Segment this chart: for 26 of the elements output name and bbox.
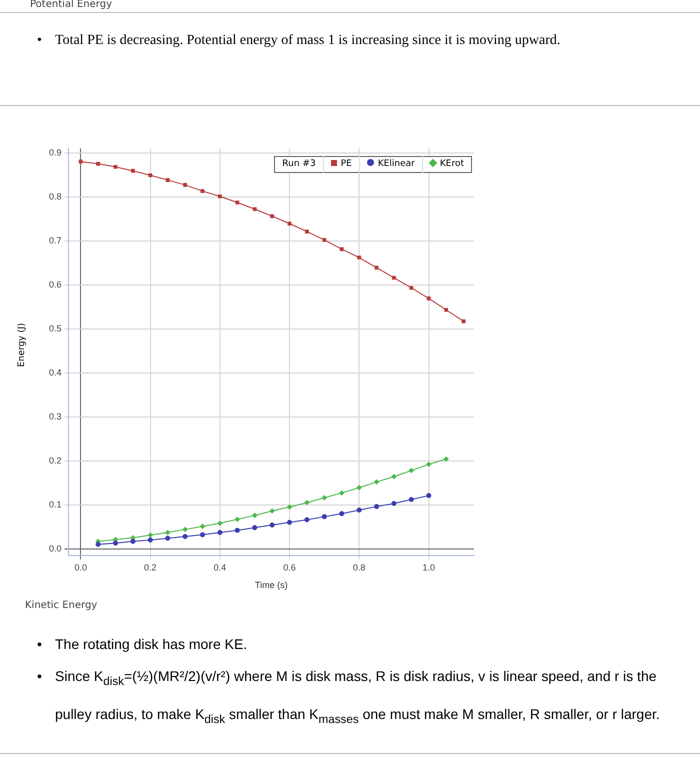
x-axis-title: Time (s)	[254, 580, 288, 590]
x-tick-label: 0.4	[214, 562, 226, 572]
y-axis-title: Energy (J)	[17, 322, 27, 370]
text: • Total PE is decreasing. Potential energy of mass 1 is increasing since it is moving upward.	[37, 33, 560, 49]
text: • Since K$_{disk}$=(½)(MR²/2)(v/r²) where M is disk mass, R is disk radius, v is linear speed, and r is the pulley radius, to make K$_{disk}$ smaller than K$_{masses}$ one must make M smaller, R smaller, or r larger.	[37, 668, 660, 726]
x-tick-label: 0.8	[352, 562, 366, 572]
y-tick-label: 0.7	[48, 235, 62, 246]
y-tick-label: 0.3	[48, 411, 62, 422]
text: • The rotating disk has more KE.	[37, 635, 248, 654]
y-tick-label: 0.4	[48, 367, 62, 378]
y-tick-label: 0.9	[48, 147, 62, 158]
y-tick-label: 0.6	[48, 279, 62, 290]
y-tick-label: 0.2	[48, 455, 62, 466]
legend-label: KElinear	[378, 159, 415, 169]
text: Kinetic Energy	[25, 600, 98, 611]
y-tick-label: 0.1	[48, 499, 62, 510]
x-tick-label: 0.0	[74, 562, 87, 572]
y-tick-label: 0.5	[48, 323, 62, 334]
y-tick-label: 0.0	[48, 543, 62, 554]
legend-title: Run #3	[281, 158, 317, 171]
y-tick-label: 0.8	[48, 191, 62, 202]
legend-label: KErot	[440, 159, 464, 169]
legend-label: PE	[340, 159, 352, 169]
x-tick-label: 1.0	[422, 562, 436, 572]
x-tick-label: 0.2	[144, 562, 157, 572]
x-tick-label: 0.6	[283, 562, 296, 572]
